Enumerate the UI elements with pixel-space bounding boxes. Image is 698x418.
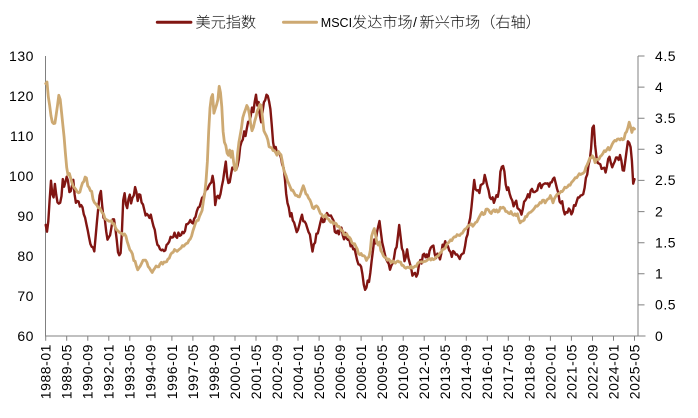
svg-text:4.5: 4.5 <box>655 48 676 64</box>
svg-text:2014-09: 2014-09 <box>458 344 474 399</box>
svg-text:4: 4 <box>655 79 663 95</box>
svg-text:2006-09: 2006-09 <box>332 344 348 399</box>
svg-text:0: 0 <box>655 328 663 344</box>
svg-text:MSCI: MSCI <box>321 16 352 30</box>
svg-text:1: 1 <box>655 266 663 282</box>
svg-text:1998-09: 1998-09 <box>206 344 222 399</box>
svg-text:2.5: 2.5 <box>655 172 676 188</box>
svg-text:2009-05: 2009-05 <box>374 344 390 399</box>
svg-text:2004-01: 2004-01 <box>290 344 306 399</box>
svg-text:70: 70 <box>17 288 34 304</box>
svg-text:2001-05: 2001-05 <box>248 344 264 399</box>
svg-text:2016-01: 2016-01 <box>479 344 495 399</box>
svg-text:120: 120 <box>9 88 34 104</box>
svg-text:2025-05: 2025-05 <box>626 344 642 399</box>
svg-text:2020-01: 2020-01 <box>542 344 558 399</box>
svg-text:60: 60 <box>17 328 34 344</box>
svg-text:1992-01: 1992-01 <box>101 344 117 399</box>
svg-text:1989-05: 1989-05 <box>59 344 75 399</box>
svg-text:2: 2 <box>655 203 663 219</box>
svg-text:2017-05: 2017-05 <box>500 344 516 399</box>
svg-text:1993-05: 1993-05 <box>122 344 138 399</box>
svg-text:2021-05: 2021-05 <box>563 344 579 399</box>
svg-text:3.5: 3.5 <box>655 110 676 126</box>
svg-text:1990-09: 1990-09 <box>80 344 96 399</box>
svg-text:2022-09: 2022-09 <box>584 344 600 399</box>
svg-text:2002-09: 2002-09 <box>269 344 285 399</box>
svg-text:90: 90 <box>17 208 34 224</box>
svg-text:2024-01: 2024-01 <box>605 344 621 399</box>
svg-text:2005-05: 2005-05 <box>311 344 327 399</box>
svg-text:/: / <box>413 15 417 30</box>
svg-text:0.5: 0.5 <box>655 297 676 313</box>
svg-text:2000-01: 2000-01 <box>227 344 243 399</box>
svg-text:1994-09: 1994-09 <box>143 344 159 399</box>
svg-text:1.5: 1.5 <box>655 235 676 251</box>
svg-text:2008-01: 2008-01 <box>353 344 369 399</box>
svg-text:1996-01: 1996-01 <box>164 344 180 399</box>
svg-text:2012-01: 2012-01 <box>416 344 432 399</box>
svg-text:1988-01: 1988-01 <box>38 344 54 399</box>
svg-text:1997-05: 1997-05 <box>185 344 201 399</box>
svg-text:80: 80 <box>17 248 34 264</box>
svg-text:110: 110 <box>10 128 34 144</box>
svg-text:100: 100 <box>9 168 34 184</box>
svg-text:2010-09: 2010-09 <box>395 344 411 399</box>
svg-text:3: 3 <box>655 141 663 157</box>
svg-text:2013-05: 2013-05 <box>437 344 453 399</box>
svg-text:2018-09: 2018-09 <box>521 344 537 399</box>
svg-text:130: 130 <box>9 48 34 64</box>
